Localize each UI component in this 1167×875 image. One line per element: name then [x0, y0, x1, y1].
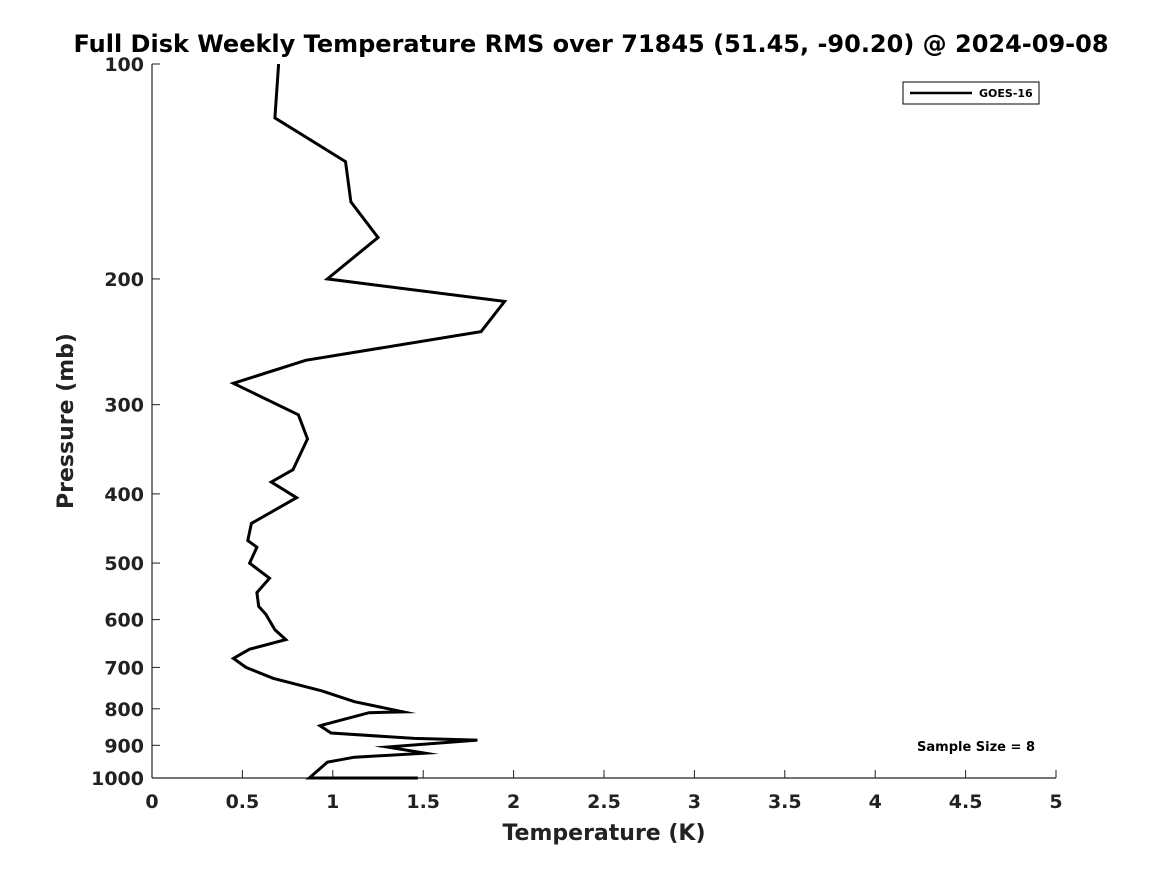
x-tick-label: 3.5: [768, 791, 802, 813]
series-layer: [229, 63, 508, 780]
y-tick-label: 200: [104, 269, 144, 291]
y-axis-title: Pressure (mb): [54, 333, 79, 509]
y-tick-label: 300: [104, 395, 144, 417]
y-tick-label: 400: [104, 484, 144, 506]
x-tick-label: 2: [507, 791, 520, 813]
chart-title: Full Disk Weekly Temperature RMS over 71…: [73, 30, 1108, 58]
x-tick-label: 1.5: [406, 791, 440, 813]
y-tick-label: 600: [104, 610, 144, 632]
x-tick-label: 0.5: [226, 791, 260, 813]
y-tick-label: 900: [104, 735, 144, 757]
legend: GOES-16: [902, 81, 1040, 105]
x-tick-label: 4.5: [949, 791, 983, 813]
y-tick-label: 100: [104, 54, 144, 76]
y-tick-label: 1000: [91, 768, 144, 790]
y-tick-label: 800: [104, 699, 144, 721]
legend-label-goes-16: GOES-16: [979, 87, 1033, 100]
x-tick-label: 5: [1049, 791, 1062, 813]
x-axis-title: Temperature (K): [502, 821, 705, 846]
y-tick-label: 500: [104, 553, 144, 575]
x-tick-label: 2.5: [587, 791, 621, 813]
x-tick-label: 0: [145, 791, 158, 813]
x-tick-label: 3: [688, 791, 701, 813]
axes: [151, 64, 1056, 779]
x-tick-label: 4: [869, 791, 882, 813]
x-tick-label: 1: [326, 791, 339, 813]
tick-marks: 0 0.5 1 1.5 2 2.5 3 3.5 4 4.5 5 100 200 300 400 500 600 7…: [91, 54, 1063, 813]
series-line-goes-16: [229, 63, 508, 780]
y-tick-label: 700: [104, 657, 144, 679]
sample-size-annotation: Sample Size = 8: [917, 740, 1035, 755]
